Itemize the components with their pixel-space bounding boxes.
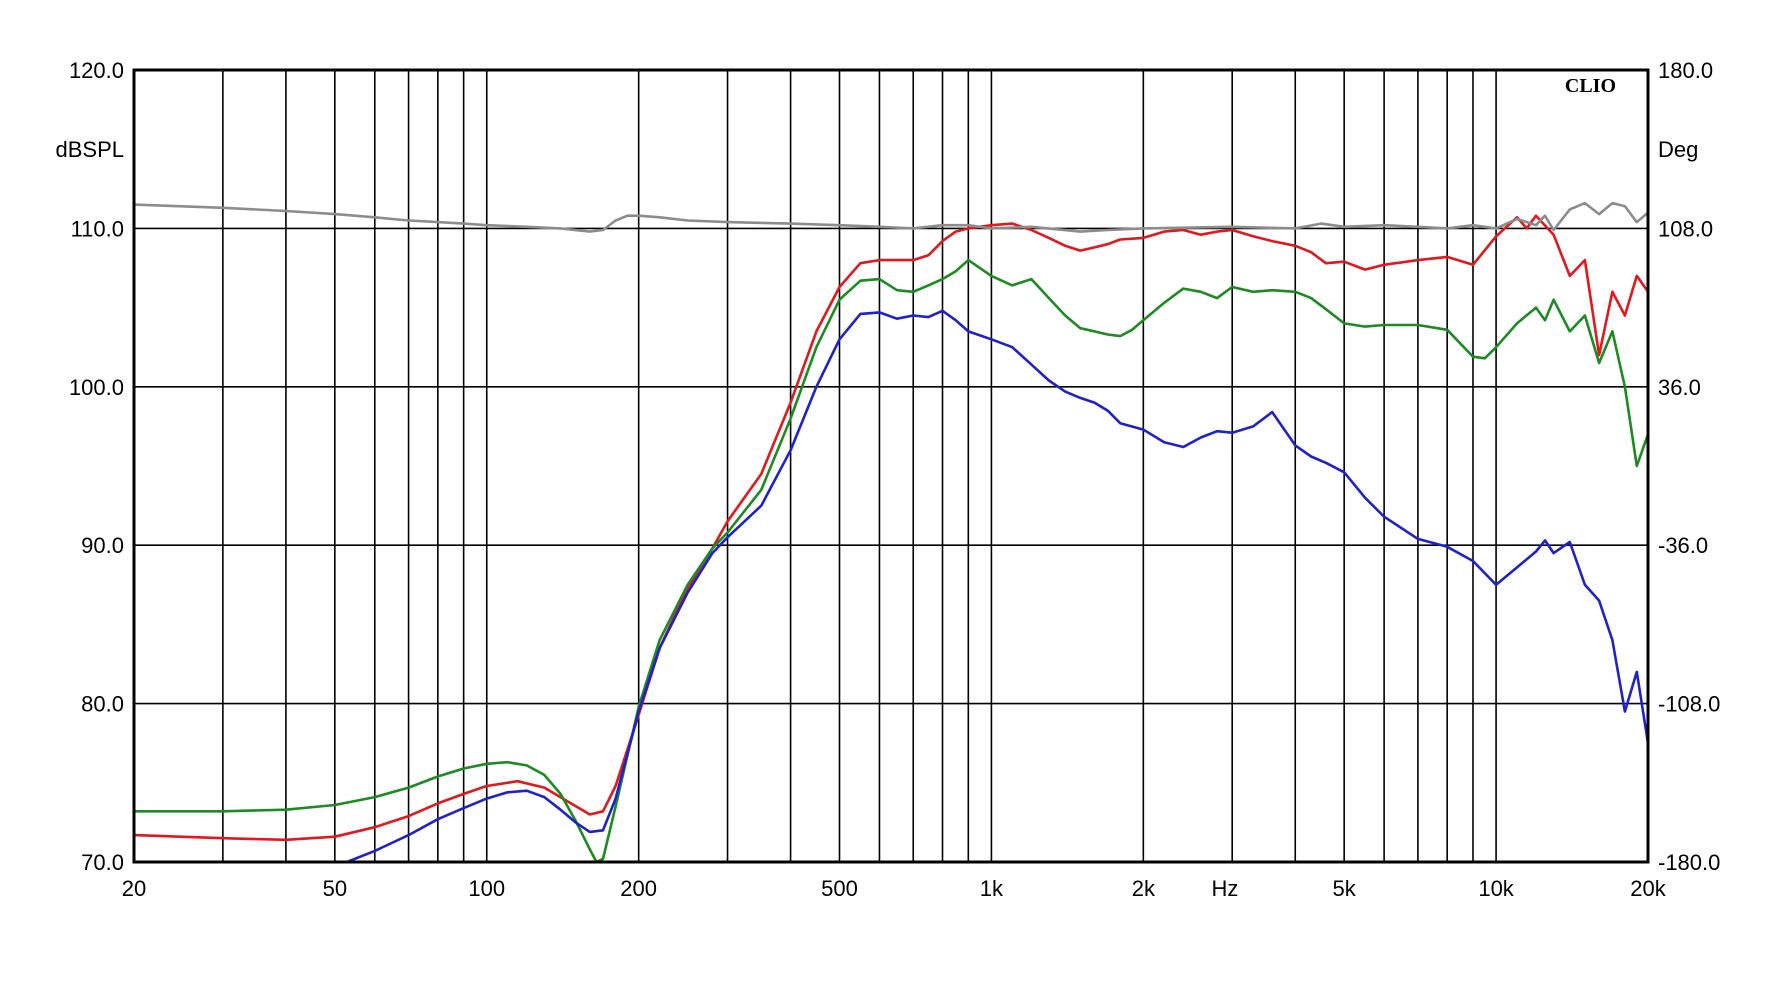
y2-tick-label: -180.0: [1658, 850, 1720, 875]
y-axis-label: dBSPL: [56, 137, 125, 162]
x-tick-label: 200: [620, 876, 657, 901]
x-tick-label: 10k: [1478, 876, 1514, 901]
y-tick-label: 80.0: [81, 692, 124, 717]
x-axis-label: Hz: [1212, 876, 1239, 901]
y2-tick-label: -36.0: [1658, 533, 1708, 558]
y2-tick-label: 36.0: [1658, 375, 1701, 400]
x-tick-label: 20: [122, 876, 146, 901]
y-tick-label: 120.0: [69, 58, 124, 83]
y-tick-label: 70.0: [81, 850, 124, 875]
y-tick-label: 90.0: [81, 533, 124, 558]
x-tick-label: 5k: [1333, 876, 1357, 901]
y-axis-left: 120.0 110.0 100.0 90.0 80.0 70.0: [69, 58, 124, 875]
y2-tick-label: -108.0: [1658, 692, 1720, 717]
x-tick-label: 50: [323, 876, 347, 901]
series-group: [134, 201, 1648, 862]
series-line-blue: [343, 309, 1648, 862]
x-tick-label: 20k: [1630, 876, 1666, 901]
x-tick-label: 500: [821, 876, 858, 901]
series-line-red: [134, 214, 1648, 842]
y-tick-label: 100.0: [69, 375, 124, 400]
plot-frame: [132, 68, 1650, 864]
series-line-green: [134, 258, 1648, 862]
y2-tick-label: 180.0: [1658, 58, 1713, 83]
series-line-gray: [134, 201, 1648, 233]
clio-brand-label: CLIO: [1565, 75, 1616, 97]
x-axis: 20 50 100 200 500 1k 2k 5k 10k 20k Hz: [122, 876, 1667, 901]
x-tick-label: 2k: [1132, 876, 1156, 901]
y2-tick-label: 108.0: [1658, 216, 1713, 241]
grid: [133, 69, 1649, 863]
y-axis-right: 180.0 108.0 36.0 -36.0 -108.0 -180.0: [1658, 58, 1720, 875]
y-tick-label: 110.0: [71, 216, 124, 241]
y2-axis-label: Deg: [1658, 137, 1698, 162]
x-tick-label: 1k: [980, 876, 1004, 901]
x-tick-label: 100: [468, 876, 505, 901]
